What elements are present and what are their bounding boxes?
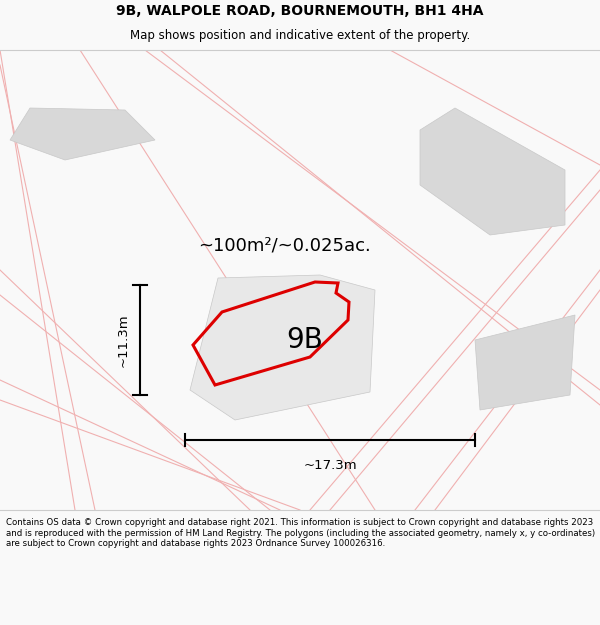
Text: ~11.3m: ~11.3m — [116, 313, 130, 367]
Text: Contains OS data © Crown copyright and database right 2021. This information is : Contains OS data © Crown copyright and d… — [6, 518, 595, 548]
Text: Map shows position and indicative extent of the property.: Map shows position and indicative extent… — [130, 29, 470, 42]
Polygon shape — [10, 108, 155, 160]
Polygon shape — [475, 315, 575, 410]
Polygon shape — [190, 275, 375, 420]
Text: ~17.3m: ~17.3m — [303, 459, 357, 472]
Text: ~100m²/~0.025ac.: ~100m²/~0.025ac. — [199, 236, 371, 254]
Polygon shape — [420, 108, 565, 235]
Text: 9B: 9B — [287, 326, 323, 354]
Text: 9B, WALPOLE ROAD, BOURNEMOUTH, BH1 4HA: 9B, WALPOLE ROAD, BOURNEMOUTH, BH1 4HA — [116, 4, 484, 18]
